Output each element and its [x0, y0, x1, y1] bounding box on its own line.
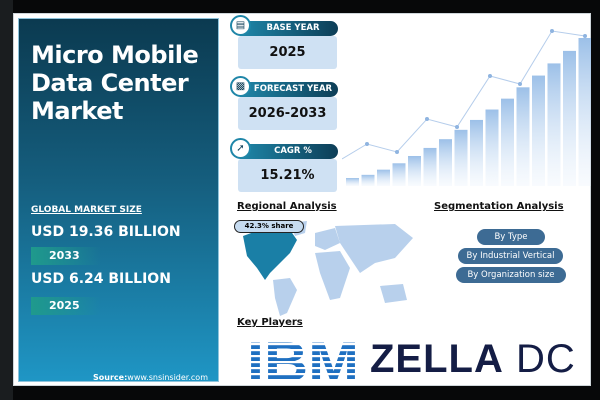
market-size-label: GLOBAL MARKET SIZE [31, 205, 142, 215]
ibm-stripe-gap [247, 355, 362, 358]
forecast-value: USD 19.36 BILLION [31, 224, 181, 240]
world-map [243, 221, 413, 316]
title-line: Data Center [31, 69, 189, 97]
segment-by-type[interactable]: By Type [477, 229, 545, 245]
title-line: Market [31, 97, 123, 125]
decorative-bar [346, 178, 359, 186]
decorative-bar [392, 163, 406, 186]
decorative-bar [532, 75, 545, 186]
australia [380, 284, 407, 303]
decorative-bar [361, 174, 375, 186]
south-america [273, 278, 297, 316]
svg-text:IBM: IBM [247, 338, 359, 383]
key-players-heading: Key Players [237, 317, 303, 328]
decorative-point [425, 117, 429, 121]
decorative-bar [578, 38, 591, 186]
background-strip [0, 0, 13, 400]
segment-by-industrial-vertical[interactable]: By Industrial Vertical [458, 248, 563, 264]
base-year: 2025 [31, 297, 101, 315]
share-badge: 42.3% share [234, 220, 304, 233]
decorative-bar [547, 63, 561, 186]
page-title: Micro Mobile Data Center Market [31, 41, 199, 125]
ibm-stripe-gap [247, 361, 362, 364]
decorative-bar [408, 155, 421, 186]
decorative-point [518, 82, 522, 86]
segment-by-organization-size[interactable]: By Organization size [456, 267, 566, 283]
summary-panel: Micro Mobile Data Center Market GLOBAL M… [18, 18, 219, 382]
forecast-year: 2033 [31, 247, 101, 265]
decorative-growth-chart [342, 29, 591, 186]
decorative-bar [501, 98, 514, 186]
chart-icon: ▩ [230, 76, 251, 97]
europe [315, 228, 340, 250]
decorative-bar [563, 50, 576, 186]
stat-value: 2026-2033 [238, 97, 337, 130]
stat-label: CAGR % [240, 144, 338, 159]
stat-value: 2025 [238, 36, 337, 69]
ibm-stripe-gap [247, 379, 362, 382]
ibm-logo: IBM [247, 338, 362, 383]
decorative-point [395, 150, 399, 154]
decorative-point [550, 29, 554, 33]
ibm-stripe-gap [247, 343, 362, 346]
base-value: USD 6.24 BILLION [31, 271, 171, 287]
decorative-point [488, 74, 492, 78]
decorative-bar [454, 129, 468, 186]
stat-value: 15.21% [238, 159, 337, 192]
decorative-point [455, 125, 459, 129]
stat-label: FORECAST YEAR [240, 82, 338, 97]
decorative-bar [377, 169, 390, 186]
decorative-bar [516, 87, 530, 186]
decorative-bar [470, 119, 483, 186]
source-label: Source: [93, 373, 128, 382]
stat-label: BASE YEAR [240, 21, 338, 36]
growth-icon: ➚ [230, 138, 251, 159]
decorative-bar [423, 147, 437, 186]
decorative-bar [485, 109, 499, 186]
zella-dc-logo: ZELLA DC [370, 337, 576, 381]
north-america [243, 228, 297, 280]
ibm-stripe-gap [247, 349, 362, 352]
decorative-point [365, 142, 369, 146]
title-line: Micro Mobile [31, 41, 199, 69]
source-url: www.snsinsider.com [127, 373, 208, 382]
ibm-stripe-gap [247, 367, 362, 370]
asia [335, 224, 413, 273]
decorative-point [583, 34, 587, 38]
segmentation-heading: Segmentation Analysis [434, 201, 564, 212]
document-icon: ▤ [230, 15, 251, 36]
decorative-bar [439, 139, 452, 186]
source: Source:www.snsinsider.com [93, 373, 208, 382]
africa [315, 251, 350, 300]
regional-heading: Regional Analysis [237, 201, 337, 212]
ibm-stripe-gap [247, 373, 362, 376]
